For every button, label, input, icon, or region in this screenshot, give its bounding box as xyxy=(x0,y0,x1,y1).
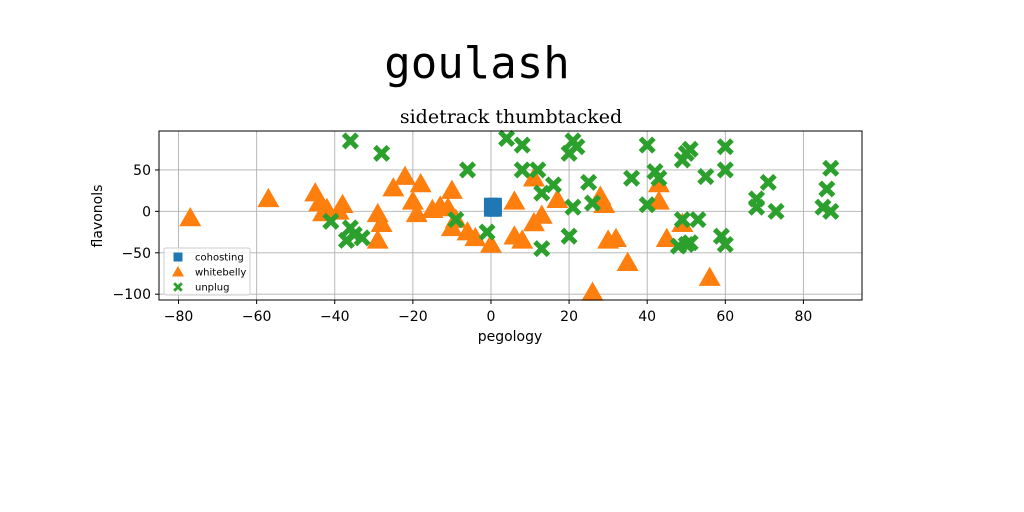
figure-title: goulash xyxy=(384,38,569,89)
unplug-point xyxy=(373,144,391,162)
legend-label-cohosting: cohosting xyxy=(195,253,244,264)
unplug-point xyxy=(716,235,734,254)
unplug-point xyxy=(716,161,734,179)
whitebelly-point xyxy=(382,177,405,197)
unplug-point xyxy=(513,161,531,179)
y-tick-label: −100 xyxy=(113,287,151,303)
whitebelly-point xyxy=(366,229,389,249)
legend-frame xyxy=(163,247,251,296)
whitebelly-point xyxy=(437,197,460,217)
unplug-point xyxy=(478,223,496,241)
unplug-point xyxy=(459,161,477,179)
unplug-point xyxy=(568,138,586,156)
whitebelly-point xyxy=(440,179,463,199)
unplug-point xyxy=(447,211,465,229)
x-tick-label: 0 xyxy=(487,309,496,325)
series-whitebelly xyxy=(179,165,721,301)
whitebelly-point xyxy=(366,202,389,223)
unplug-point xyxy=(564,198,582,216)
unplug-point xyxy=(689,211,707,229)
whitebelly-point xyxy=(179,206,202,227)
unplug-point xyxy=(748,198,766,216)
unplug-point xyxy=(513,136,531,154)
legend-marker-cohosting xyxy=(173,252,183,262)
unplug-point xyxy=(818,180,836,198)
unplug-point xyxy=(544,176,562,194)
whitebelly-point xyxy=(331,193,354,213)
whitebelly-point xyxy=(616,251,639,271)
unplug-point xyxy=(638,136,656,154)
whitebelly-point xyxy=(257,187,280,208)
series-cohosting xyxy=(483,197,502,217)
x-axis-label: pegology xyxy=(478,329,543,345)
whitebelly-point xyxy=(604,227,627,247)
y-tick-label: −50 xyxy=(121,246,151,262)
x-tick-label: 80 xyxy=(795,309,813,325)
x-tick-label: −60 xyxy=(242,309,272,325)
unplug-point xyxy=(322,212,340,230)
whitebelly-point xyxy=(698,266,721,286)
x-tick-label: 60 xyxy=(716,309,734,325)
unplug-point xyxy=(673,211,691,229)
axis-ticks: −80 −60 −40 −20 0 20 40 60 80 −100 −50 0 50 xyxy=(113,163,813,325)
unplug-point xyxy=(533,240,551,258)
legend-marker-whitebelly xyxy=(171,265,185,277)
whitebelly-point xyxy=(479,233,502,253)
x-tick-label: −40 xyxy=(320,309,350,325)
whitebelly-point xyxy=(530,204,553,224)
plot-area xyxy=(158,130,863,301)
whitebelly-point xyxy=(581,281,604,301)
chart-title: sidetrack thumbtacked xyxy=(400,106,622,128)
grid xyxy=(159,131,862,300)
unplug-point xyxy=(623,169,641,187)
whitebelly-point xyxy=(503,190,526,210)
whitebelly-point xyxy=(647,173,670,193)
unplug-point xyxy=(560,227,578,245)
unplug-point xyxy=(677,235,695,254)
cohosting-point xyxy=(487,202,502,217)
x-tick-label: −80 xyxy=(164,309,194,325)
whitebelly-point xyxy=(546,188,569,209)
whitebelly-point xyxy=(401,190,424,210)
x-tick-label: −20 xyxy=(398,309,428,325)
legend-marker-unplug xyxy=(173,282,183,292)
x-tick-label: 20 xyxy=(560,309,578,325)
unplug-point xyxy=(767,202,785,220)
y-tick-label: 0 xyxy=(142,204,151,220)
unplug-point xyxy=(498,129,516,147)
whitebelly-point xyxy=(370,212,393,233)
whitebelly-point xyxy=(409,173,432,193)
whitebelly-point xyxy=(511,229,534,249)
unplug-point xyxy=(822,159,840,177)
unplug-point xyxy=(583,194,602,212)
data-markers xyxy=(179,129,840,301)
x-tick-label: 40 xyxy=(638,309,656,325)
legend-label-unplug: unplug xyxy=(195,283,230,294)
whitebelly-point xyxy=(304,182,327,202)
unplug-point xyxy=(759,173,777,191)
legend: cohosting whitebelly unplug xyxy=(163,247,251,296)
unplug-point xyxy=(353,229,371,247)
unplug-point xyxy=(716,138,734,156)
whitebelly-point xyxy=(394,165,417,185)
y-tick-label: 50 xyxy=(133,163,151,179)
series-unplug xyxy=(322,129,840,258)
unplug-point xyxy=(650,169,668,187)
y-axis-label: flavonols xyxy=(90,185,106,248)
whitebelly-point xyxy=(647,190,670,210)
unplug-point xyxy=(529,161,547,179)
unplug-point xyxy=(681,140,699,158)
unplug-point xyxy=(697,168,715,186)
legend-label-whitebelly: whitebelly xyxy=(195,268,246,279)
whitebelly-point xyxy=(464,226,487,247)
unplug-point xyxy=(638,196,656,214)
unplug-point xyxy=(341,132,359,150)
unplug-point xyxy=(580,173,598,191)
unplug-point xyxy=(822,202,840,220)
